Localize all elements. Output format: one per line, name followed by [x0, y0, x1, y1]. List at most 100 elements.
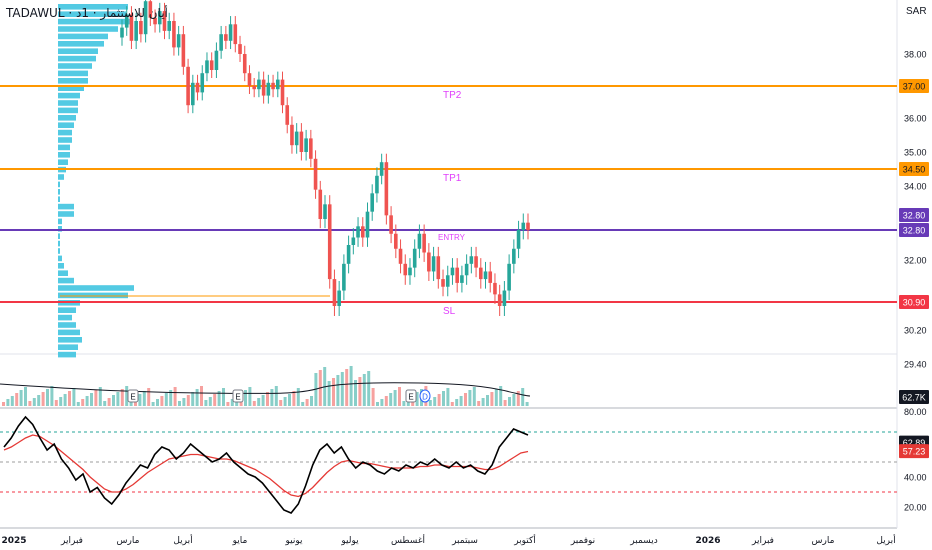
price-axis: 37.00 34.50 32.80 30.90 32.80 38.00 36.00 35.00… — [899, 50, 929, 513]
volume-profile — [58, 4, 330, 358]
candle-body — [469, 256, 474, 264]
candle-body — [148, 1, 153, 18]
candle-body — [384, 162, 389, 216]
candle-body — [327, 204, 332, 280]
candle-body — [483, 271, 488, 280]
volume-bar — [354, 380, 357, 406]
volume-bar — [371, 388, 375, 406]
candle-body — [427, 252, 431, 272]
volume-bar — [494, 389, 498, 406]
candle-body — [124, 14, 129, 28]
time-tick-label: سبتمبر — [451, 536, 478, 546]
volume-bar — [455, 399, 459, 406]
candle-body — [313, 158, 318, 190]
volume-bar — [393, 390, 397, 406]
volume-profile-bar — [58, 322, 76, 328]
volume-profile-bar — [58, 174, 64, 180]
candle-body — [318, 189, 323, 219]
price-tick-label: 29.40 — [904, 360, 927, 370]
volume-tick-label: 80.00 — [904, 407, 927, 417]
volume-last-tag — [899, 390, 929, 404]
volume-bar — [516, 391, 520, 406]
volume-bar — [508, 397, 511, 406]
volume-profile-bar — [58, 270, 68, 276]
candle-body — [526, 222, 530, 230]
volume-bar — [208, 397, 212, 406]
volume-bar — [437, 394, 441, 406]
volume-profile-bar — [58, 233, 60, 239]
volume-bar — [332, 378, 335, 406]
volume-bar — [156, 399, 159, 406]
volume-bar — [85, 396, 89, 406]
candle-body — [412, 248, 417, 268]
volume-bar — [248, 387, 252, 406]
time-tick-label: ديسمبر — [629, 536, 657, 546]
rsi-ma-last-tag — [899, 444, 929, 459]
candle-body — [195, 82, 200, 93]
candle-body — [261, 79, 266, 96]
candle-body — [176, 34, 181, 48]
rsi-last-text: 62.89 — [903, 438, 926, 448]
volume-bar — [305, 399, 309, 406]
level-price-text-sl: 30.90 — [903, 298, 926, 308]
candle-body — [431, 256, 436, 272]
volume-profile-bar — [58, 263, 64, 269]
candle-body — [507, 263, 511, 291]
candle-body — [351, 237, 356, 245]
volume-bar — [90, 393, 93, 406]
volume-profile-bar — [58, 144, 70, 151]
volume-profile-bar — [58, 137, 72, 143]
volume-bar — [446, 388, 450, 406]
volume-profile-bar — [58, 292, 128, 299]
volume-bar — [459, 396, 463, 406]
volume-bar — [32, 398, 36, 406]
volume-profile-bar — [58, 78, 88, 84]
volume-bar — [2, 402, 5, 406]
volume-bar — [125, 386, 129, 406]
grid — [0, 0, 898, 529]
volume-bar — [46, 389, 49, 406]
volume-bar — [151, 402, 155, 406]
candle-body — [209, 60, 214, 70]
candle-body — [181, 34, 186, 67]
volume-bar — [288, 394, 291, 406]
event-marker-label: E — [235, 393, 240, 402]
volume-bar — [24, 387, 27, 406]
candle-body — [445, 275, 450, 287]
event-marker-label: E — [130, 393, 135, 402]
volume-profile-bar — [58, 129, 72, 136]
volume-bar — [200, 386, 203, 406]
volume-bar — [327, 381, 331, 406]
volume-bar — [450, 402, 454, 406]
volume-bar — [525, 402, 529, 406]
volume-bar — [362, 374, 366, 406]
volume-bar — [142, 391, 146, 406]
volume-bar — [204, 400, 208, 406]
volume-bar — [103, 401, 107, 406]
level-price-tag-entry — [899, 223, 929, 237]
candle-body — [299, 131, 304, 152]
candle-body — [233, 24, 238, 45]
candle-body — [200, 73, 205, 93]
rsi-line — [3, 415, 529, 514]
instrument-title: أيان للاستثمار · 1د — [76, 6, 168, 20]
volume-profile-bar — [58, 11, 126, 17]
volume-bar — [244, 390, 247, 406]
volume-bar — [296, 388, 300, 406]
volume-bar — [283, 397, 287, 406]
volume-bar — [226, 402, 230, 406]
time-tick-label: أبريل — [876, 534, 895, 546]
volume-bar — [380, 399, 384, 406]
volume-profile-bar — [58, 226, 62, 232]
volume-bar — [37, 395, 41, 406]
candle-body — [290, 124, 294, 146]
rsi-tick-label: 40.00 — [904, 473, 927, 483]
volume-profile-bar — [58, 33, 108, 40]
candle-body — [238, 44, 242, 54]
volume-bar — [389, 393, 393, 406]
rsi-pane — [0, 415, 897, 514]
time-tick-label: مارس — [812, 536, 835, 546]
volume-bar — [310, 396, 313, 406]
